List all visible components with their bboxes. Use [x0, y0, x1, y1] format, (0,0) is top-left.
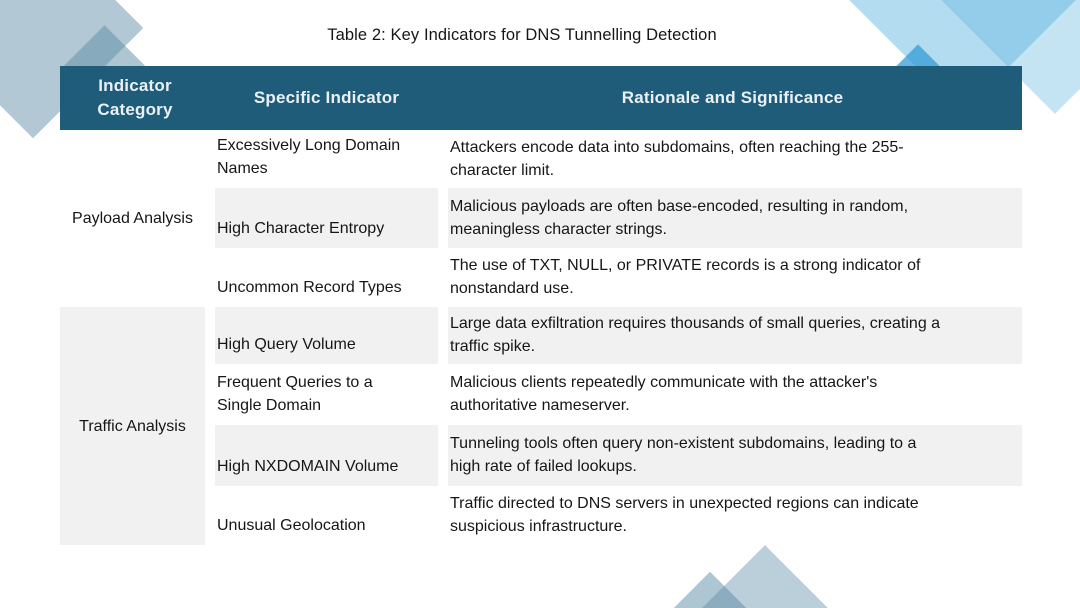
table-row: Payload Analysis Excessively Long Domain…: [60, 130, 1022, 307]
header-indicator-category: Indicator Category: [60, 66, 210, 130]
rationale-cell: Traffic directed to DNS servers in unexp…: [443, 486, 1022, 545]
rationale-cell: Malicious clients repeatedly communicate…: [443, 364, 1022, 425]
rationale-cell: Attackers encode data into subdomains, o…: [443, 130, 1022, 188]
rationale-cell: The use of TXT, NULL, or PRIVATE records…: [443, 248, 1022, 307]
indicator-cell: Excessively Long Domain Names: [210, 130, 443, 188]
header-rationale-and-significance: Rationale and Significance: [443, 66, 1022, 130]
category-cell-traffic-analysis: Traffic Analysis: [60, 307, 210, 545]
diamond-decoration-bottom-large: [615, 545, 915, 608]
indicator-cell: High Query Volume: [210, 307, 443, 364]
dns-tunnelling-indicators-table: Indicator Category Specific Indicator Ra…: [60, 66, 1022, 545]
rationale-cell: Tunneling tools often query non-existent…: [443, 425, 1022, 486]
table-row: High Character Entropy Malicious payload…: [60, 188, 1022, 248]
table-row: Traffic Analysis High Query Volume Large…: [60, 307, 1022, 545]
indicator-cell: High NXDOMAIN Volume: [210, 425, 443, 486]
table-row: Unusual Geolocation Traffic directed to …: [60, 486, 1022, 545]
indicator-cell: Unusual Geolocation: [210, 486, 443, 545]
header-specific-indicator: Specific Indicator: [210, 66, 443, 130]
table-caption: Table 2: Key Indicators for DNS Tunnelli…: [327, 26, 717, 44]
rationale-cell: Large data exfiltration requires thousan…: [443, 307, 1022, 364]
header-row: Indicator Category Specific Indicator Ra…: [60, 66, 1022, 130]
indicator-cell: Frequent Queries to a Single Domain: [210, 364, 443, 425]
rationale-cell: Malicious payloads are often base-encode…: [443, 188, 1022, 248]
table-row: High NXDOMAIN Volume Tunneling tools oft…: [60, 425, 1022, 486]
table-row: Frequent Queries to a Single Domain Mali…: [60, 364, 1022, 425]
category-cell-payload-analysis: Payload Analysis: [60, 130, 210, 307]
table-row: Uncommon Record Types The use of TXT, NU…: [60, 248, 1022, 307]
indicator-cell: High Character Entropy: [210, 188, 443, 248]
indicator-cell: Uncommon Record Types: [210, 248, 443, 307]
